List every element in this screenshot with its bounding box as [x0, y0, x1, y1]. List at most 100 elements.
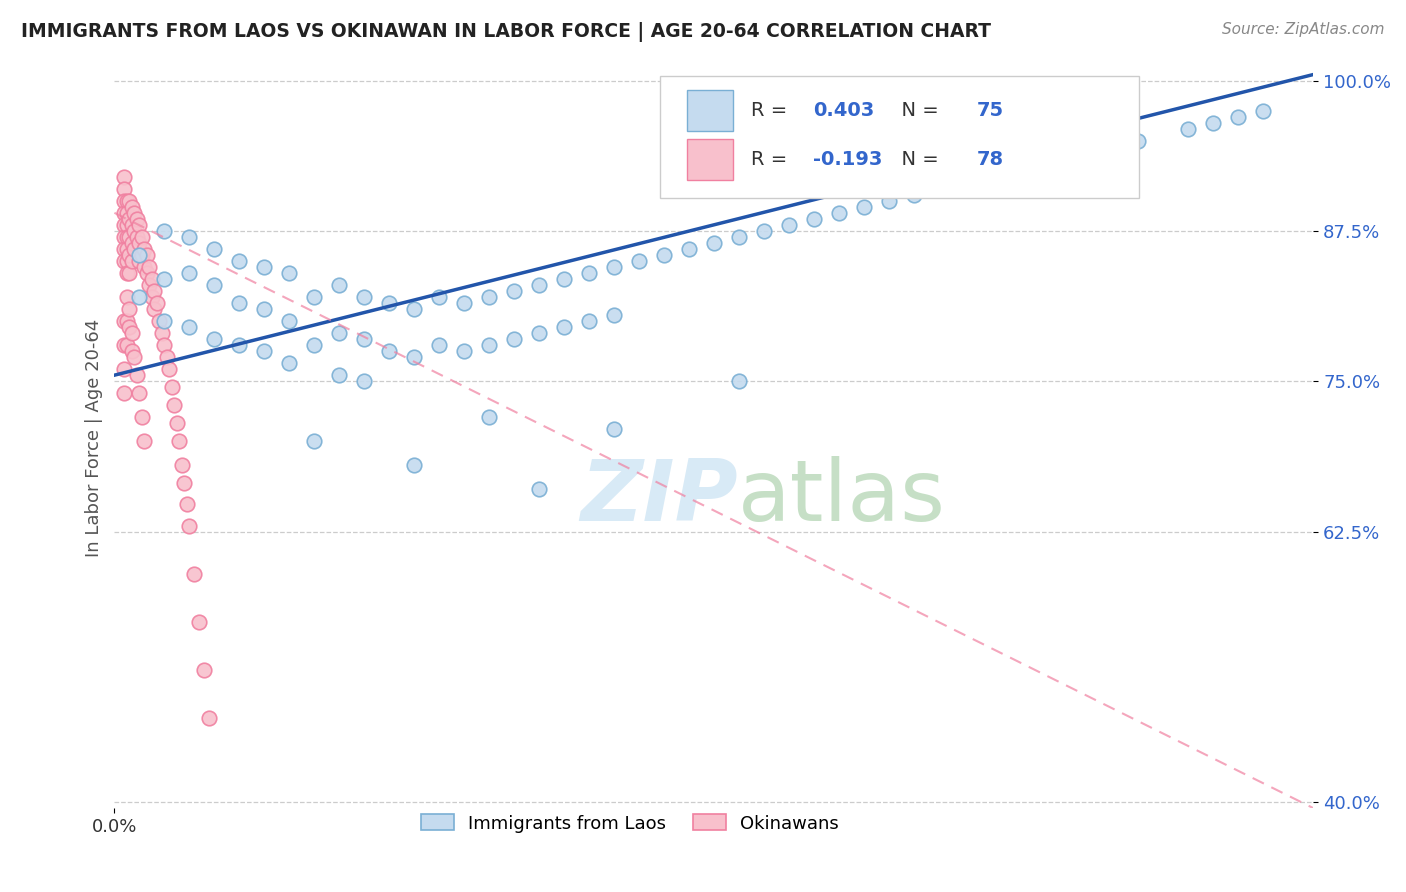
Point — [124, 242, 146, 256]
Point — [118, 230, 141, 244]
Point — [478, 410, 501, 425]
Point — [128, 248, 150, 262]
Point — [135, 266, 157, 280]
Point — [527, 277, 550, 292]
Point — [112, 169, 135, 184]
Point — [112, 386, 135, 401]
Point — [124, 206, 146, 220]
Point — [143, 301, 166, 316]
Point — [627, 254, 650, 268]
Point — [121, 326, 143, 340]
Point — [578, 266, 600, 280]
Point — [160, 380, 183, 394]
Point — [121, 254, 143, 268]
Point — [404, 458, 426, 473]
Point — [112, 218, 135, 232]
Point — [1177, 121, 1199, 136]
Point — [852, 200, 875, 214]
Point — [112, 206, 135, 220]
Point — [678, 242, 700, 256]
Point — [153, 314, 176, 328]
Point — [228, 296, 250, 310]
Point — [173, 476, 195, 491]
Point — [752, 224, 775, 238]
Point — [115, 194, 138, 208]
Point — [115, 230, 138, 244]
Point — [228, 338, 250, 352]
Point — [115, 290, 138, 304]
Point — [121, 344, 143, 359]
Y-axis label: In Labor Force | Age 20-64: In Labor Force | Age 20-64 — [86, 319, 103, 558]
Point — [1028, 158, 1050, 172]
Point — [118, 194, 141, 208]
Point — [228, 254, 250, 268]
Point — [193, 663, 215, 677]
Point — [115, 206, 138, 220]
Text: R =: R = — [751, 150, 793, 169]
Point — [157, 362, 180, 376]
Point — [652, 248, 675, 262]
Point — [112, 362, 135, 376]
Point — [112, 194, 135, 208]
Point — [1202, 115, 1225, 129]
Point — [153, 338, 176, 352]
Point — [603, 422, 626, 436]
Point — [328, 326, 350, 340]
Point — [153, 272, 176, 286]
Point — [143, 284, 166, 298]
Point — [278, 266, 301, 280]
Point — [553, 272, 575, 286]
Point — [202, 277, 225, 292]
Point — [115, 254, 138, 268]
Point — [134, 434, 156, 449]
Point — [427, 290, 450, 304]
Point — [727, 230, 749, 244]
Point — [404, 350, 426, 364]
Point — [778, 218, 800, 232]
Point — [169, 434, 191, 449]
Point — [302, 290, 325, 304]
Point — [353, 332, 375, 346]
Point — [153, 224, 176, 238]
Point — [141, 272, 163, 286]
Text: 75: 75 — [976, 101, 1004, 120]
Text: N =: N = — [889, 101, 945, 120]
Point — [134, 242, 156, 256]
Point — [115, 242, 138, 256]
Point — [328, 368, 350, 383]
Point — [166, 417, 188, 431]
Point — [578, 314, 600, 328]
Point — [128, 386, 150, 401]
Point — [1077, 145, 1099, 160]
Point — [134, 260, 156, 274]
Point — [118, 248, 141, 262]
Point — [353, 374, 375, 388]
FancyBboxPatch shape — [688, 90, 733, 131]
Point — [378, 344, 401, 359]
Point — [928, 182, 950, 196]
Point — [115, 314, 138, 328]
FancyBboxPatch shape — [688, 139, 733, 180]
Point — [128, 218, 150, 232]
Point — [404, 301, 426, 316]
Point — [1128, 134, 1150, 148]
Point — [503, 284, 526, 298]
Point — [118, 301, 141, 316]
Point — [112, 254, 135, 268]
Point — [378, 296, 401, 310]
Text: 78: 78 — [976, 150, 1004, 169]
Point — [253, 344, 276, 359]
Point — [603, 308, 626, 322]
Point — [977, 169, 1000, 184]
Point — [115, 338, 138, 352]
Point — [146, 296, 169, 310]
Point — [427, 338, 450, 352]
Point — [121, 200, 143, 214]
Point — [135, 248, 157, 262]
Text: Source: ZipAtlas.com: Source: ZipAtlas.com — [1222, 22, 1385, 37]
Point — [553, 320, 575, 334]
Point — [125, 368, 148, 383]
Point — [125, 211, 148, 226]
Point — [115, 218, 138, 232]
Point — [478, 290, 501, 304]
